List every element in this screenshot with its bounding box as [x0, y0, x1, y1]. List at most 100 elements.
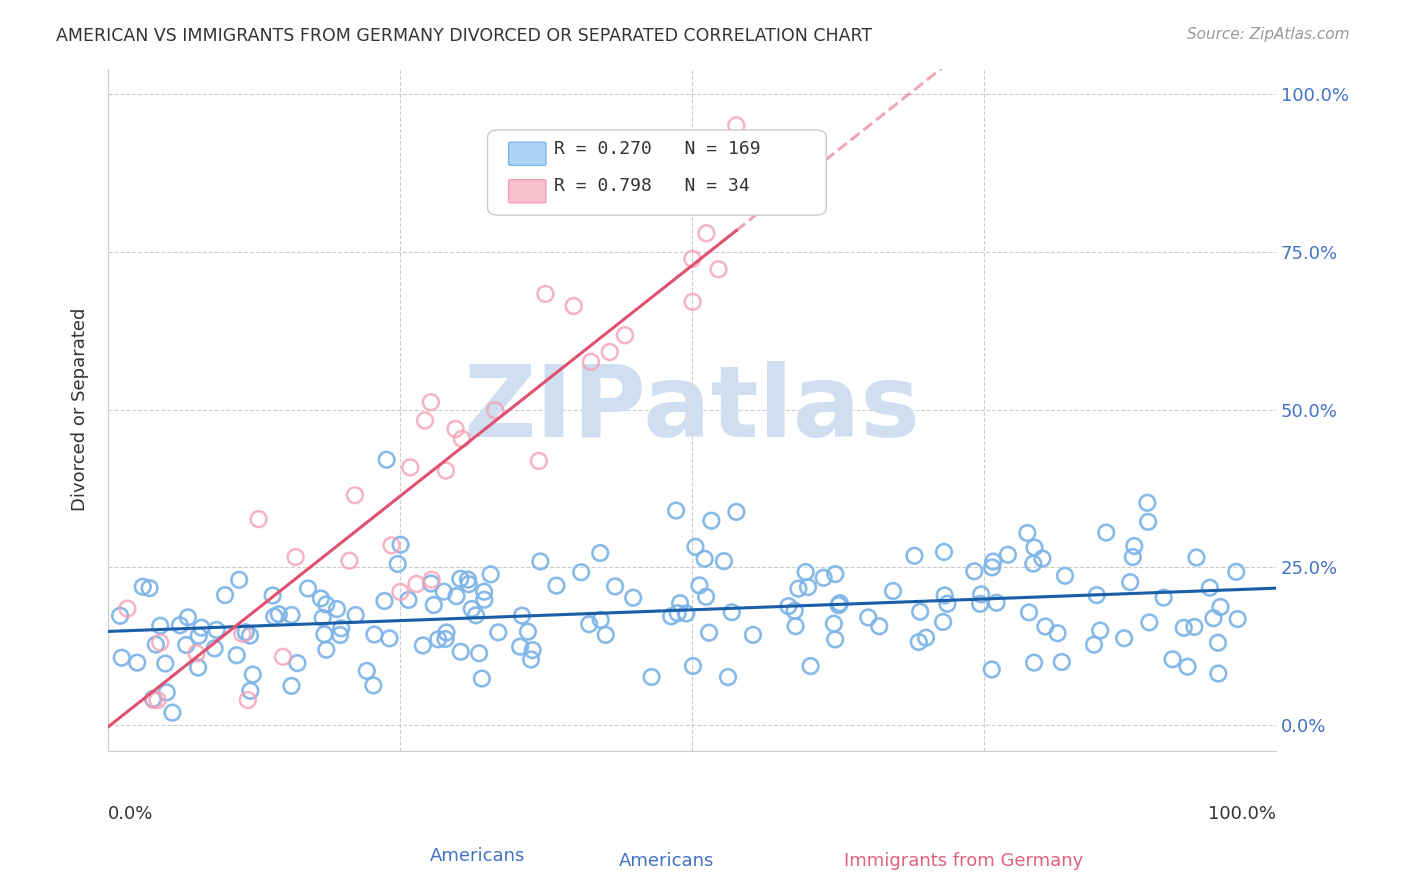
Point: [330, 621, 353, 635]
Text: Americans: Americans: [430, 847, 526, 865]
Point: [1090, 624, 1112, 638]
Point: [155, 657, 177, 671]
Point: [828, 596, 851, 610]
Point: [399, 460, 422, 475]
Point: [640, 670, 662, 684]
Point: [595, 628, 617, 642]
Point: [156, 685, 179, 699]
Point: [932, 615, 955, 629]
Point: [155, 657, 177, 671]
Point: [797, 580, 820, 594]
Point: [725, 119, 748, 133]
Point: [1022, 557, 1045, 571]
Point: [149, 635, 172, 649]
Point: [344, 607, 367, 622]
Point: [697, 625, 720, 640]
Point: [868, 619, 890, 633]
FancyBboxPatch shape: [509, 179, 546, 202]
Point: [465, 608, 488, 623]
Point: [190, 621, 212, 635]
Point: [569, 566, 592, 580]
Point: [228, 573, 250, 587]
Point: [1198, 581, 1220, 595]
Point: [1136, 496, 1159, 510]
Point: [1206, 636, 1229, 650]
Point: [621, 591, 644, 605]
Point: [162, 706, 184, 720]
Point: [787, 582, 810, 596]
Point: [824, 632, 846, 647]
Point: [858, 610, 880, 624]
Point: [111, 650, 134, 665]
Point: [621, 591, 644, 605]
Point: [981, 555, 1004, 569]
Point: [569, 566, 592, 580]
Point: [315, 642, 337, 657]
Point: [315, 642, 337, 657]
Point: [271, 649, 294, 664]
Point: [387, 557, 409, 571]
Point: [280, 607, 302, 622]
Point: [479, 567, 502, 582]
Point: [1119, 575, 1142, 590]
Point: [695, 590, 717, 604]
Point: [824, 567, 846, 582]
Point: [725, 505, 748, 519]
Point: [1114, 631, 1136, 645]
Point: [981, 555, 1004, 569]
Point: [522, 643, 544, 657]
Point: [343, 488, 366, 502]
Point: [262, 589, 284, 603]
Point: [247, 512, 270, 526]
Point: [1209, 599, 1232, 614]
Point: [1209, 599, 1232, 614]
Point: [1182, 620, 1205, 634]
Point: [1018, 606, 1040, 620]
Point: [682, 659, 704, 673]
Point: [373, 594, 395, 608]
Point: [422, 598, 444, 612]
Point: [1208, 666, 1230, 681]
Point: [1122, 550, 1144, 565]
Point: [787, 582, 810, 596]
Point: [1182, 620, 1205, 634]
Point: [127, 656, 149, 670]
Point: [433, 584, 456, 599]
Point: [142, 692, 165, 706]
Point: [546, 579, 568, 593]
Point: [312, 611, 335, 625]
Point: [681, 252, 703, 266]
Point: [356, 664, 378, 678]
Point: [1017, 526, 1039, 541]
Point: [858, 610, 880, 624]
Point: [1208, 666, 1230, 681]
Point: [1177, 659, 1199, 673]
Point: [516, 624, 538, 639]
Point: [434, 464, 457, 478]
Point: [520, 652, 543, 666]
Point: [465, 608, 488, 623]
Point: [375, 452, 398, 467]
Point: [225, 648, 247, 663]
Point: [665, 503, 688, 517]
Point: [378, 632, 401, 646]
Point: [1161, 652, 1184, 666]
Point: [389, 538, 412, 552]
Point: [1177, 659, 1199, 673]
Point: [907, 635, 929, 649]
Point: [479, 567, 502, 582]
Point: [242, 667, 264, 681]
Point: [449, 572, 471, 586]
Point: [457, 577, 479, 591]
Point: [778, 599, 800, 613]
Point: [326, 602, 349, 616]
Point: [534, 286, 557, 301]
Point: [142, 692, 165, 706]
Point: [1153, 591, 1175, 605]
Point: [666, 606, 689, 620]
Point: [908, 605, 931, 619]
Point: [1054, 568, 1077, 582]
Point: [659, 609, 682, 624]
Point: [932, 615, 955, 629]
Point: [239, 629, 262, 643]
